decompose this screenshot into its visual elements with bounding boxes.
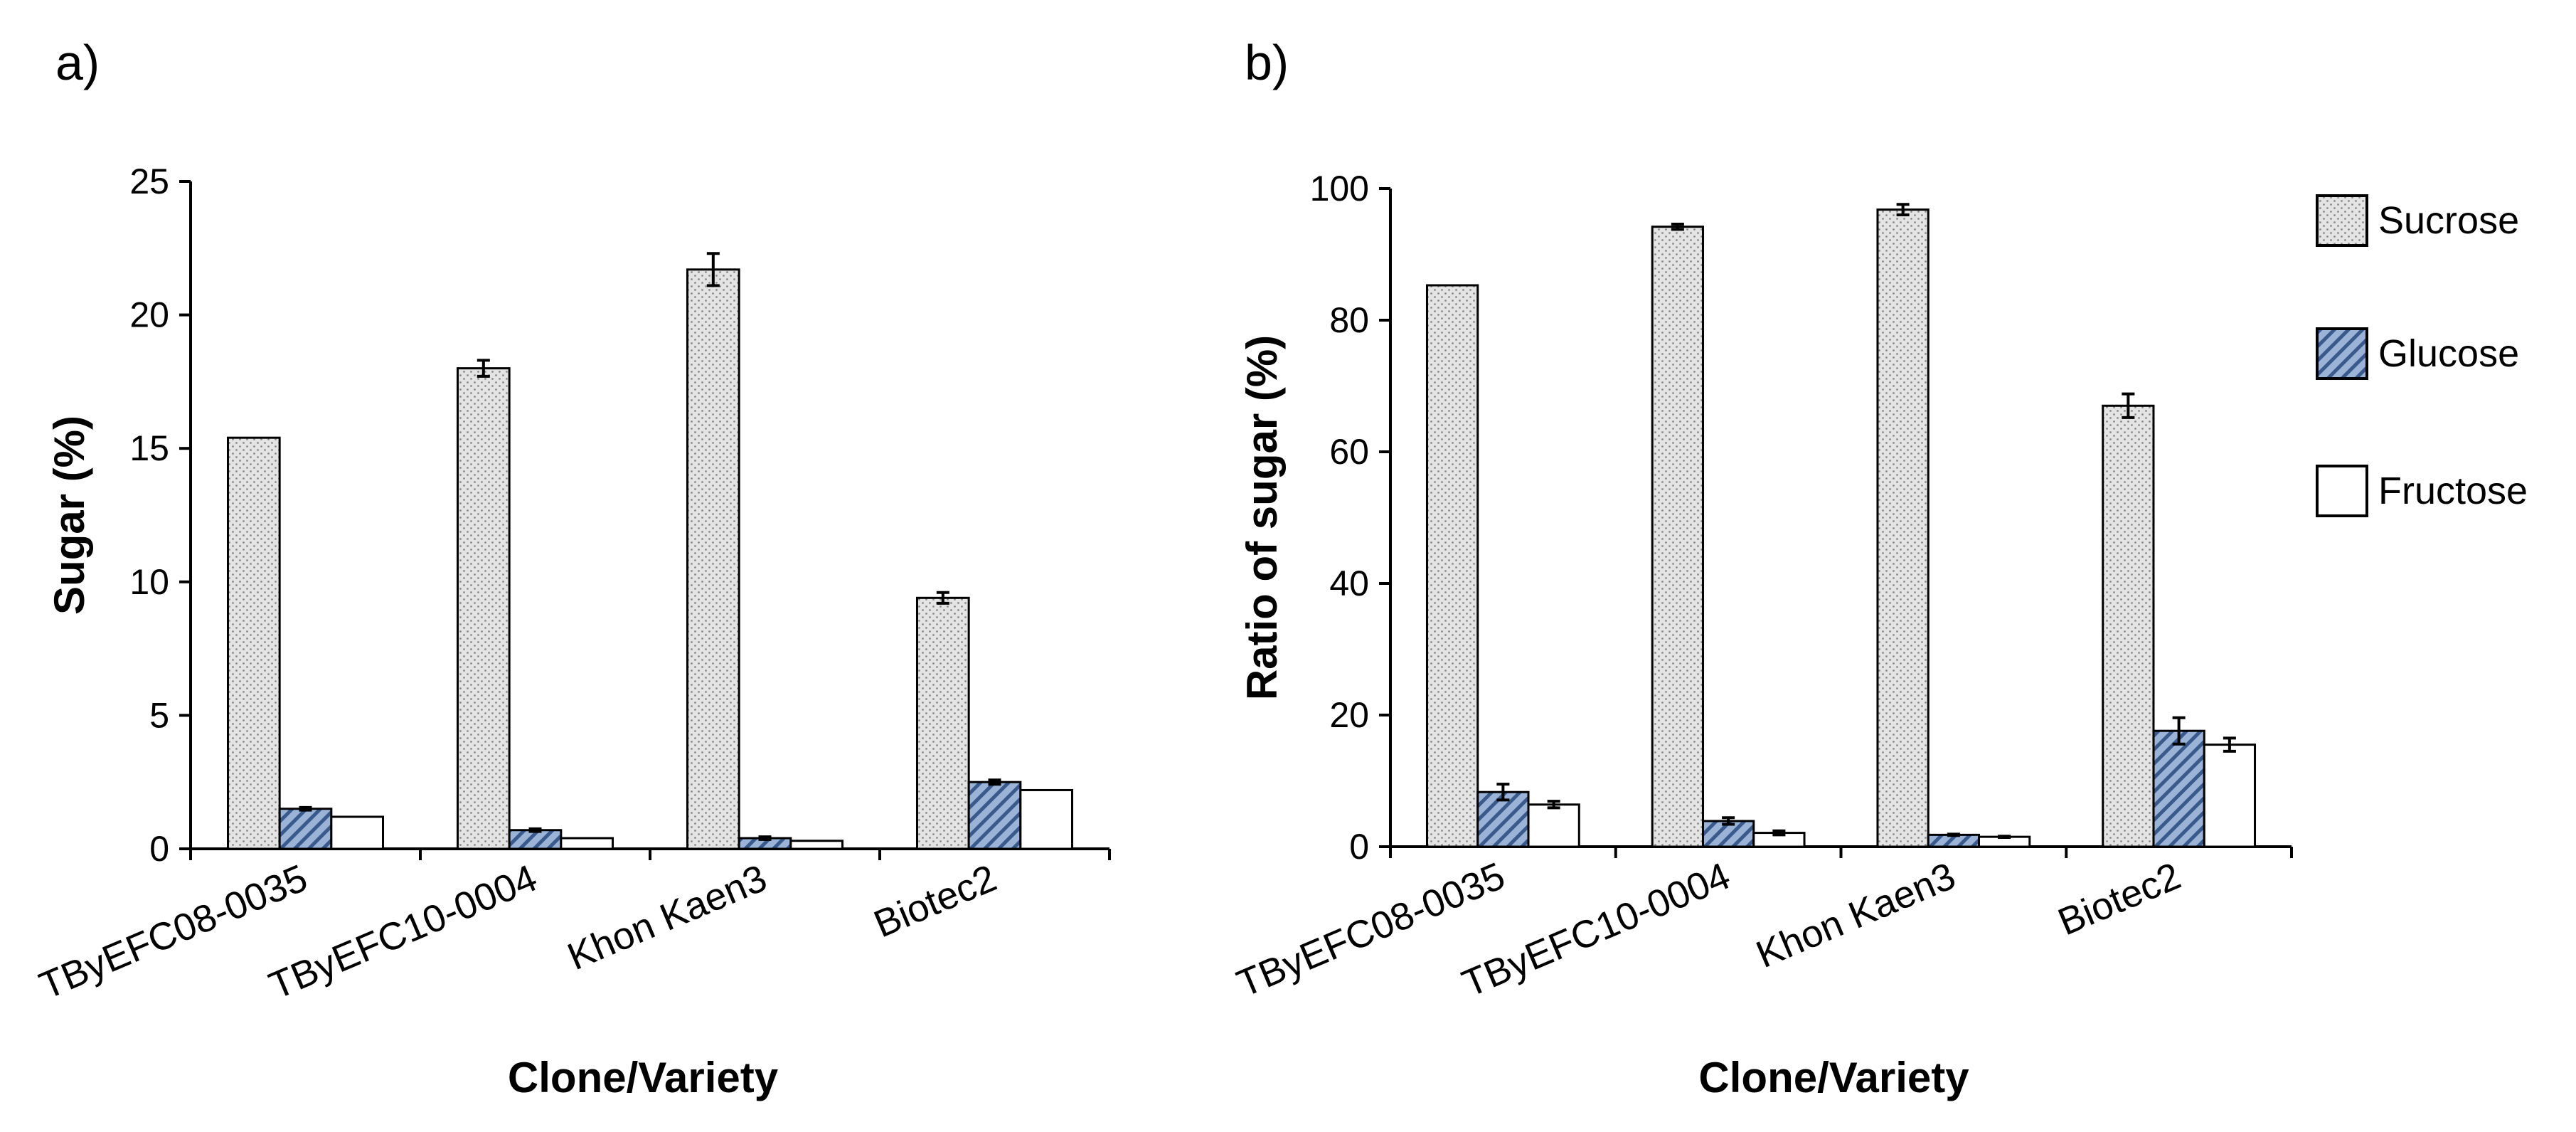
- bar-glucose-biotec2: [2152, 729, 2205, 848]
- bar-sucrose-khon-kaen3: [1876, 208, 1930, 848]
- y-axis-title: Ratio of sugar (%): [1238, 335, 1286, 700]
- y-tick-label: 5: [149, 695, 169, 735]
- bar-glucose-biotec2: [967, 781, 1022, 850]
- y-tick-label: 0: [149, 829, 169, 869]
- x-category-label: Biotec2: [868, 857, 1002, 946]
- bar-fructose-biotec2: [2203, 744, 2257, 848]
- x-category-label: Biotec2: [2052, 855, 2186, 944]
- legend-label-fructose: Fructose: [2378, 470, 2528, 512]
- legend-swatch-glucose: [2316, 327, 2368, 380]
- legend-label-glucose: Glucose: [2378, 332, 2519, 375]
- y-tick-label: 10: [129, 562, 169, 602]
- bar-fructose-biotec2: [1019, 788, 1074, 850]
- chart-panel-b: b)020406080100TByEFC08-0035TByEFC10-0004…: [1231, 35, 2293, 1101]
- y-axis-title: Sugar (%): [46, 416, 93, 615]
- x-axis-title: Clone/Variety: [1698, 1054, 1969, 1101]
- bar-sucrose-tbyefc10-0004: [456, 367, 511, 850]
- bar-glucose-tbyefc10-0004: [508, 829, 563, 850]
- legend-swatch-sucrose: [2316, 194, 2368, 247]
- bar-sucrose-tbyefc08-0035: [226, 436, 281, 850]
- y-tick-label: 20: [1329, 695, 1369, 735]
- legend-swatch-fructose: [2316, 465, 2368, 517]
- legend-label-sucrose: Sucrose: [2378, 199, 2519, 242]
- bar-fructose-tbyefc08-0035: [330, 815, 385, 850]
- bar-sucrose-khon-kaen3: [686, 268, 740, 850]
- panel-label: a): [55, 35, 100, 90]
- panel-label: b): [1245, 35, 1289, 90]
- bar-sucrose-biotec2: [915, 596, 970, 850]
- x-axis-title: Clone/Variety: [508, 1054, 779, 1101]
- bar-fructose-tbyefc10-0004: [560, 837, 614, 850]
- bar-sucrose-biotec2: [2102, 404, 2155, 848]
- y-tick-label: 100: [1310, 169, 1369, 208]
- y-tick-label: 15: [129, 428, 169, 468]
- bar-sucrose-tbyefc10-0004: [1651, 226, 1704, 848]
- y-tick-label: 40: [1329, 564, 1369, 603]
- y-tick-label: 20: [129, 295, 169, 335]
- legend: Sucrose Glucose Fructose: [2316, 194, 2528, 517]
- y-tick-label: 80: [1329, 300, 1369, 340]
- x-category-label: Khon Kaen3: [562, 857, 773, 978]
- y-tick-label: 25: [129, 162, 169, 201]
- x-category-label: Khon Kaen3: [1750, 855, 1962, 976]
- bar-fructose-khon-kaen3: [789, 840, 844, 850]
- bar-sucrose-tbyefc08-0035: [1425, 284, 1479, 848]
- y-tick-label: 60: [1329, 432, 1369, 472]
- y-tick-label: 0: [1349, 827, 1369, 867]
- bar-fructose-tbyefc08-0035: [1527, 803, 1580, 848]
- bar-glucose-tbyefc08-0035: [278, 808, 333, 850]
